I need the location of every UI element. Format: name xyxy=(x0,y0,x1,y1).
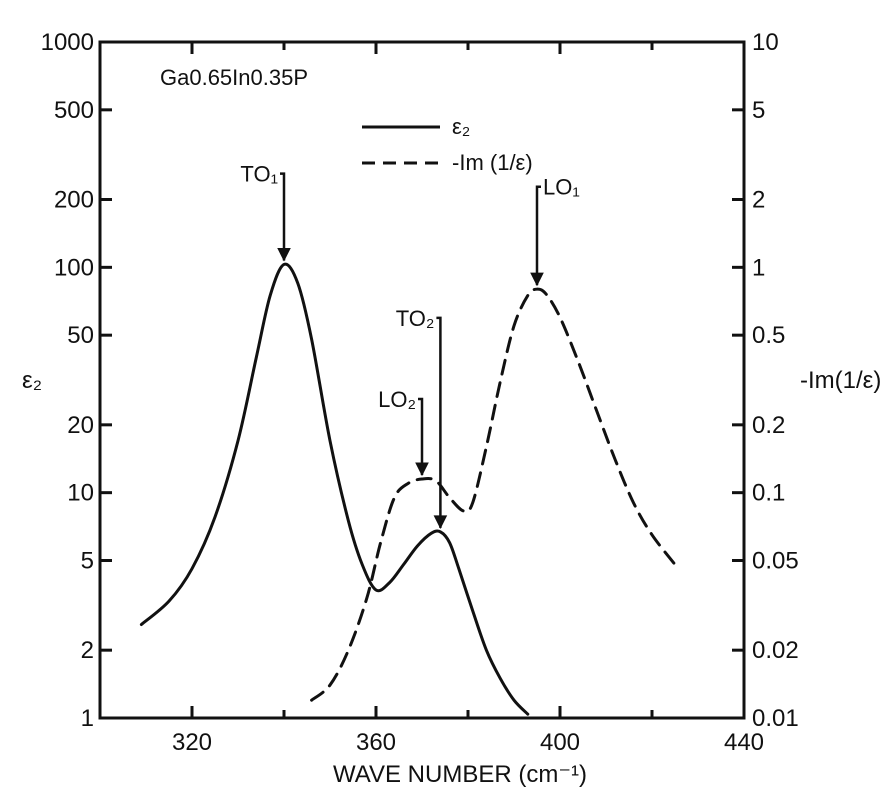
legend-label-dashed: -Im (1/ε) xyxy=(452,150,533,175)
peak-label: LO₂ xyxy=(378,387,416,412)
y-left-tick-label: 10 xyxy=(67,480,94,507)
x-tick-label: 360 xyxy=(356,729,396,756)
peak-label: TO₂ xyxy=(396,306,435,331)
y-right-tick-label: 5 xyxy=(752,97,765,124)
y-right-tick-label: 1 xyxy=(752,254,765,281)
sample-label: Ga0.65In0.35P xyxy=(160,65,308,90)
peak-arrow xyxy=(418,397,424,475)
x-tick-label: 400 xyxy=(540,729,580,756)
y-right-tick-label: 0.5 xyxy=(752,322,785,349)
y-right-tick-label: 0.02 xyxy=(752,637,799,664)
y-right-tick-label: 10 xyxy=(752,29,779,56)
y-right-tick-label: 0.05 xyxy=(752,547,799,574)
y-right-tick-label: 0.2 xyxy=(752,412,785,439)
y-left-tick-label: 20 xyxy=(67,412,94,439)
y-left-tick-label: 500 xyxy=(54,97,94,124)
series-line-epsilon2 xyxy=(139,262,530,716)
legend: ε₂ -Im (1/ε) xyxy=(362,114,533,175)
y-right-tick-label: 2 xyxy=(752,187,765,214)
y-left-tick-label: 2 xyxy=(81,637,94,664)
peak-label: LO₁ xyxy=(543,175,580,200)
series-layer xyxy=(139,262,677,716)
peak-arrowhead xyxy=(415,462,429,477)
peak-arrow xyxy=(280,172,286,261)
peak-label: TO₁ xyxy=(240,162,278,187)
legend-label-solid: ε₂ xyxy=(452,114,470,139)
y-left-tick-label: 200 xyxy=(54,187,94,214)
annotation-layer: TO₁ TO₂ LO₂ LO₁ xyxy=(240,162,580,529)
y-left-tick-label: 5 xyxy=(81,547,94,574)
peak-arrowhead xyxy=(277,247,291,262)
plot-frame xyxy=(98,40,746,720)
x-tick-label: 440 xyxy=(724,729,764,756)
peak-arrow xyxy=(535,185,541,286)
y-left-axis-title: ε₂ xyxy=(22,367,42,394)
x-axis-title: WAVE NUMBER (cm⁻¹) xyxy=(333,761,587,788)
y-right-tick-label: 0.01 xyxy=(752,705,799,732)
y-left-tick-label: 1 xyxy=(81,705,94,732)
y-left-tick-label: 100 xyxy=(54,254,94,281)
x-axis-ticks: 320 360 400 440 xyxy=(172,42,764,756)
y-left-tick-label: 50 xyxy=(67,322,94,349)
y-left-axis-ticks: 1 2 5 10 20 50 100 200 500 1000 xyxy=(41,29,112,732)
y-right-tick-label: 0.1 xyxy=(752,480,785,507)
x-tick-label: 320 xyxy=(172,729,212,756)
peak-arrowhead xyxy=(530,272,544,287)
peak-arrow xyxy=(436,316,442,528)
y-right-axis-title: -Im(1/ε) xyxy=(800,367,881,394)
y-left-tick-label: 1000 xyxy=(41,29,94,56)
series-line-im-inverse-epsilon xyxy=(310,287,677,702)
peak-arrowhead xyxy=(433,515,448,529)
y-right-axis-ticks: 0.01 0.02 0.05 0.1 0.2 0.5 1 2 5 10 xyxy=(732,29,799,732)
